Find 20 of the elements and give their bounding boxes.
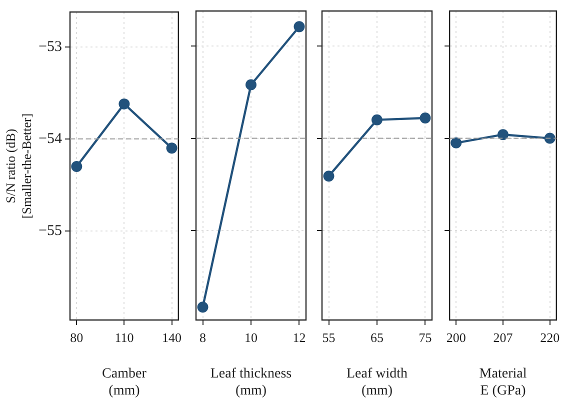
x-tick-label: 220 (540, 330, 560, 346)
x-tick-label: 110 (114, 330, 134, 346)
x-axis-title: Camber (mm) (102, 366, 147, 398)
x-tick-label: 140 (162, 330, 182, 346)
x-tick-label: 65 (370, 330, 384, 346)
y-axis-title: S/N ratio (dB) [Smaller-the-Better] (3, 113, 34, 219)
x-tick-label: 200 (446, 330, 466, 346)
x-tick-label: 12 (292, 330, 306, 346)
x-tick-label: 80 (70, 330, 84, 346)
x-axis-title: Leaf thickness (mm) (210, 366, 292, 398)
y-tick-label: −54 (38, 130, 62, 147)
x-axis-title: Leaf width (mm) (346, 366, 408, 398)
x-tick-label: 207 (493, 330, 514, 346)
x-tick-label: 10 (244, 330, 258, 346)
y-tick-label: −55 (38, 222, 62, 239)
x-tick-label: 55 (322, 330, 336, 346)
x-tick-label: 8 (200, 330, 206, 346)
x-axis-title: Material E (GPa) (479, 366, 527, 398)
y-tick-label: −53 (38, 38, 62, 55)
x-tick-label: 75 (418, 330, 432, 346)
